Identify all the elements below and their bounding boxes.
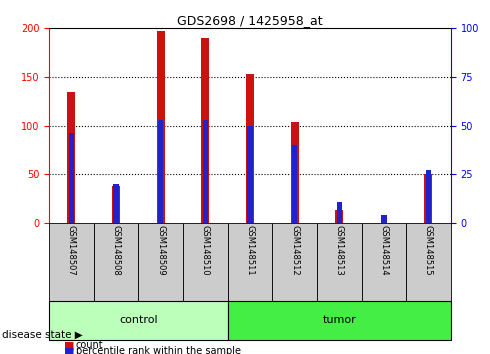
Bar	[424, 174, 433, 223]
Text: count: count	[76, 340, 103, 350]
Bar	[362, 223, 406, 301]
Bar	[227, 223, 272, 301]
Bar	[291, 122, 298, 223]
Text: GSM148515: GSM148515	[424, 225, 433, 276]
Bar	[157, 31, 165, 223]
Text: percentile rank within the sample: percentile rank within the sample	[76, 346, 241, 354]
Bar	[317, 223, 362, 301]
Bar	[201, 38, 209, 223]
Text: GSM148509: GSM148509	[156, 225, 165, 276]
Text: GSM148507: GSM148507	[67, 225, 76, 276]
Bar	[335, 210, 343, 223]
Bar	[94, 223, 138, 301]
Text: ■: ■	[64, 346, 74, 354]
Bar	[158, 120, 163, 223]
Text: GSM148513: GSM148513	[335, 225, 343, 276]
Bar	[67, 92, 75, 223]
Bar	[247, 126, 252, 223]
Bar	[381, 215, 387, 223]
Bar	[49, 223, 94, 301]
Title: GDS2698 / 1425958_at: GDS2698 / 1425958_at	[177, 14, 323, 27]
Bar	[138, 223, 183, 301]
Bar	[406, 223, 451, 301]
Bar	[246, 74, 254, 223]
Text: ■: ■	[64, 340, 74, 350]
Text: GSM148512: GSM148512	[290, 225, 299, 276]
Text: GSM148511: GSM148511	[245, 225, 254, 276]
Text: GSM148510: GSM148510	[201, 225, 210, 276]
Bar	[337, 201, 342, 223]
Bar	[112, 186, 120, 223]
Text: control: control	[119, 315, 158, 325]
Bar	[272, 223, 317, 301]
Bar	[49, 301, 227, 340]
Bar	[426, 170, 431, 223]
Text: GSM148508: GSM148508	[111, 225, 121, 276]
Bar	[227, 301, 451, 340]
Bar	[113, 184, 119, 223]
Bar	[69, 133, 74, 223]
Bar	[202, 120, 208, 223]
Text: disease state ▶: disease state ▶	[2, 330, 83, 339]
Text: tumor: tumor	[322, 315, 356, 325]
Bar	[292, 145, 297, 223]
Bar	[183, 223, 227, 301]
Text: GSM148514: GSM148514	[379, 225, 389, 276]
